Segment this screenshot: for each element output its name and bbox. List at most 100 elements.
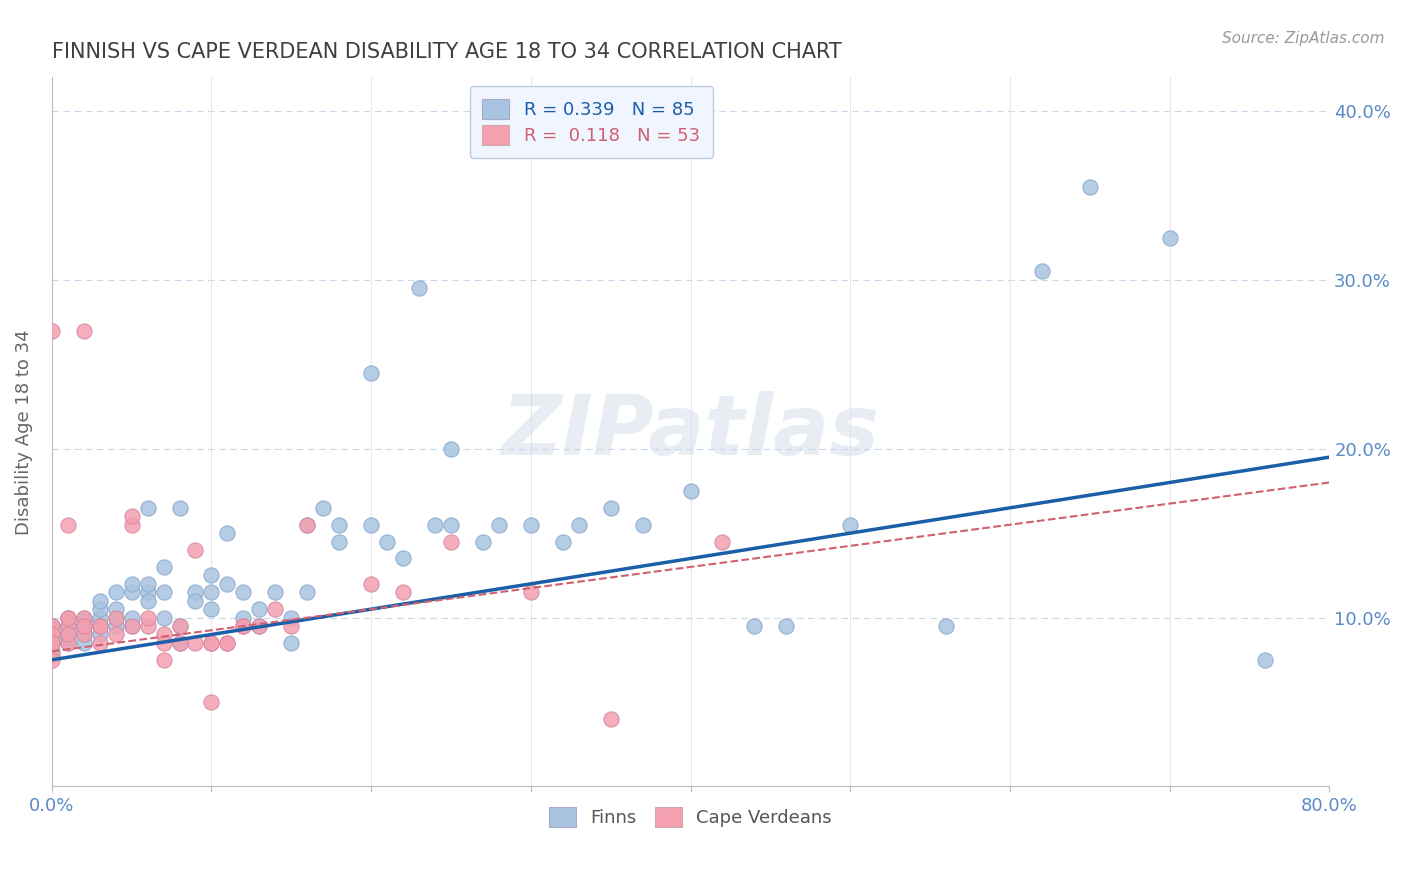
Point bbox=[247, 619, 270, 633]
Point bbox=[41, 631, 63, 645]
Point bbox=[56, 624, 79, 639]
Point bbox=[232, 619, 254, 633]
Point bbox=[711, 534, 734, 549]
Point bbox=[280, 636, 302, 650]
Point bbox=[89, 619, 111, 633]
Point bbox=[679, 483, 702, 498]
Point bbox=[184, 593, 207, 607]
Point bbox=[217, 636, 239, 650]
Point bbox=[328, 534, 350, 549]
Point bbox=[121, 577, 143, 591]
Point bbox=[56, 627, 79, 641]
Point bbox=[121, 619, 143, 633]
Text: FINNISH VS CAPE VERDEAN DISABILITY AGE 18 TO 34 CORRELATION CHART: FINNISH VS CAPE VERDEAN DISABILITY AGE 1… bbox=[52, 42, 842, 62]
Point bbox=[297, 585, 319, 599]
Point bbox=[200, 585, 222, 599]
Point bbox=[104, 619, 127, 633]
Point bbox=[136, 619, 159, 633]
Point bbox=[104, 627, 127, 641]
Point bbox=[360, 517, 382, 532]
Point bbox=[136, 577, 159, 591]
Point bbox=[551, 534, 574, 549]
Point bbox=[73, 324, 96, 338]
Point bbox=[247, 602, 270, 616]
Point bbox=[56, 636, 79, 650]
Point bbox=[217, 636, 239, 650]
Point bbox=[217, 577, 239, 591]
Point bbox=[41, 619, 63, 633]
Point bbox=[56, 619, 79, 633]
Point bbox=[169, 500, 191, 515]
Point bbox=[152, 585, 174, 599]
Point bbox=[631, 517, 654, 532]
Point bbox=[280, 619, 302, 633]
Point bbox=[488, 517, 510, 532]
Point bbox=[41, 644, 63, 658]
Point bbox=[41, 648, 63, 662]
Point bbox=[41, 619, 63, 633]
Point bbox=[408, 281, 430, 295]
Point bbox=[1159, 230, 1181, 244]
Point bbox=[104, 610, 127, 624]
Point bbox=[89, 602, 111, 616]
Point bbox=[56, 610, 79, 624]
Point bbox=[104, 610, 127, 624]
Point bbox=[89, 619, 111, 633]
Point bbox=[440, 442, 463, 456]
Text: Source: ZipAtlas.com: Source: ZipAtlas.com bbox=[1222, 31, 1385, 46]
Point bbox=[520, 517, 543, 532]
Point bbox=[89, 619, 111, 633]
Point bbox=[136, 500, 159, 515]
Point bbox=[89, 593, 111, 607]
Point bbox=[41, 619, 63, 633]
Point bbox=[232, 585, 254, 599]
Point bbox=[360, 366, 382, 380]
Point bbox=[89, 627, 111, 641]
Point bbox=[56, 619, 79, 633]
Point bbox=[232, 619, 254, 633]
Point bbox=[232, 610, 254, 624]
Point bbox=[73, 636, 96, 650]
Point bbox=[73, 619, 96, 633]
Point bbox=[73, 619, 96, 633]
Point bbox=[297, 517, 319, 532]
Point bbox=[392, 585, 415, 599]
Point bbox=[775, 619, 797, 633]
Point bbox=[121, 517, 143, 532]
Point bbox=[41, 627, 63, 641]
Point bbox=[152, 560, 174, 574]
Point bbox=[184, 543, 207, 558]
Point bbox=[104, 602, 127, 616]
Point bbox=[41, 627, 63, 641]
Point bbox=[264, 602, 287, 616]
Point bbox=[392, 551, 415, 566]
Legend: Finns, Cape Verdeans: Finns, Cape Verdeans bbox=[541, 800, 839, 834]
Point bbox=[200, 695, 222, 709]
Point bbox=[280, 610, 302, 624]
Point bbox=[41, 653, 63, 667]
Point bbox=[41, 636, 63, 650]
Point bbox=[200, 602, 222, 616]
Point bbox=[200, 636, 222, 650]
Point bbox=[56, 610, 79, 624]
Point bbox=[121, 585, 143, 599]
Point bbox=[136, 593, 159, 607]
Point bbox=[41, 636, 63, 650]
Point bbox=[1254, 653, 1277, 667]
Point bbox=[73, 610, 96, 624]
Point bbox=[169, 619, 191, 633]
Point bbox=[152, 636, 174, 650]
Point bbox=[41, 619, 63, 633]
Point bbox=[104, 585, 127, 599]
Point bbox=[56, 627, 79, 641]
Point bbox=[73, 627, 96, 641]
Point bbox=[56, 636, 79, 650]
Point bbox=[152, 653, 174, 667]
Point bbox=[312, 500, 335, 515]
Point bbox=[152, 610, 174, 624]
Point bbox=[73, 627, 96, 641]
Point bbox=[200, 568, 222, 582]
Point bbox=[56, 517, 79, 532]
Point bbox=[264, 585, 287, 599]
Point bbox=[41, 627, 63, 641]
